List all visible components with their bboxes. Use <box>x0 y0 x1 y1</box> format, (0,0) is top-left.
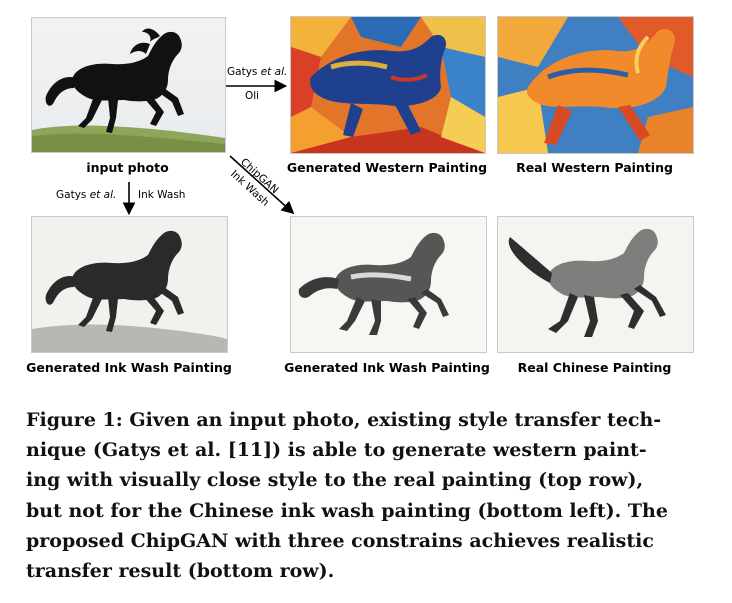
arrow-down-style-label: Ink Wash <box>138 189 186 201</box>
real-western-painting-image <box>497 16 694 154</box>
real-chinese-painting-image <box>497 216 694 353</box>
arrow-top-style-label: Oli <box>245 90 260 102</box>
label-generated-western: Generated Western Painting <box>286 160 488 175</box>
generated-ink-wash-painting-chipgan-image <box>290 216 487 353</box>
caption-line: nique (Gatys et al. [11]) is able to gen… <box>26 439 647 462</box>
arrow-top-label: Gatys et al. <box>227 66 288 78</box>
label-generated-ink-left: Generated Ink Wash Painting <box>26 360 232 375</box>
generated-ink-wash-painting-left-image <box>31 216 228 353</box>
label-generated-ink-mid: Generated Ink Wash Painting <box>284 360 490 375</box>
arrows-layer <box>122 79 295 216</box>
label-input-photo: input photo <box>86 160 169 175</box>
caption-line: Figure 1: Given an input photo, existing… <box>26 409 662 431</box>
caption-line: proposed ChipGAN with three constrains a… <box>26 529 654 552</box>
label-real-western: Real Western Painting <box>516 160 673 175</box>
input-photo-image <box>31 17 226 153</box>
caption-line: but not for the Chinese ink wash paintin… <box>26 499 668 522</box>
generated-western-painting-image <box>290 16 486 154</box>
figure-caption: Figure 1: Given an input photo, existing… <box>26 405 706 586</box>
label-real-chinese: Real Chinese Painting <box>517 360 672 375</box>
arrow-diagonal-chipgan <box>229 155 295 215</box>
arrow-down-label: Gatys et al. <box>56 189 117 201</box>
caption-line: ing with visually close style to the rea… <box>26 469 644 492</box>
caption-line: transfer result (bottom row). <box>26 560 335 583</box>
